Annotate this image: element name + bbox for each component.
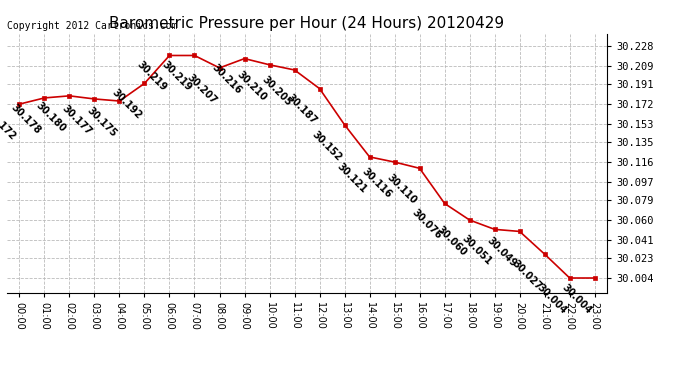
Text: 30.175: 30.175: [84, 105, 118, 139]
Text: 30.187: 30.187: [284, 93, 318, 126]
Text: 30.177: 30.177: [59, 103, 93, 137]
Text: 30.027: 30.027: [510, 258, 543, 292]
Text: 30.060: 30.060: [435, 224, 469, 258]
Text: 30.121: 30.121: [335, 161, 368, 195]
Text: 30.180: 30.180: [34, 100, 68, 134]
Text: 30.172: 30.172: [0, 108, 18, 142]
Text: 30.076: 30.076: [410, 208, 443, 241]
Text: 30.205: 30.205: [259, 74, 293, 108]
Text: 30.004: 30.004: [560, 282, 593, 316]
Text: 30.051: 30.051: [460, 234, 493, 267]
Text: 30.219: 30.219: [135, 60, 168, 93]
Text: 30.210: 30.210: [235, 69, 268, 102]
Text: 30.004: 30.004: [535, 282, 569, 316]
Text: Copyright 2012 Cartronics.com: Copyright 2012 Cartronics.com: [7, 21, 177, 31]
Text: 30.207: 30.207: [184, 72, 218, 106]
Text: 30.219: 30.219: [159, 60, 193, 93]
Text: 30.152: 30.152: [310, 129, 343, 163]
Text: 30.049: 30.049: [484, 236, 518, 269]
Title: Barometric Pressure per Hour (24 Hours) 20120429: Barometric Pressure per Hour (24 Hours) …: [110, 16, 504, 31]
Text: 30.116: 30.116: [359, 166, 393, 200]
Text: 30.192: 30.192: [110, 88, 143, 121]
Text: 30.216: 30.216: [210, 63, 243, 96]
Text: 30.178: 30.178: [10, 102, 43, 136]
Text: 30.110: 30.110: [384, 172, 418, 206]
